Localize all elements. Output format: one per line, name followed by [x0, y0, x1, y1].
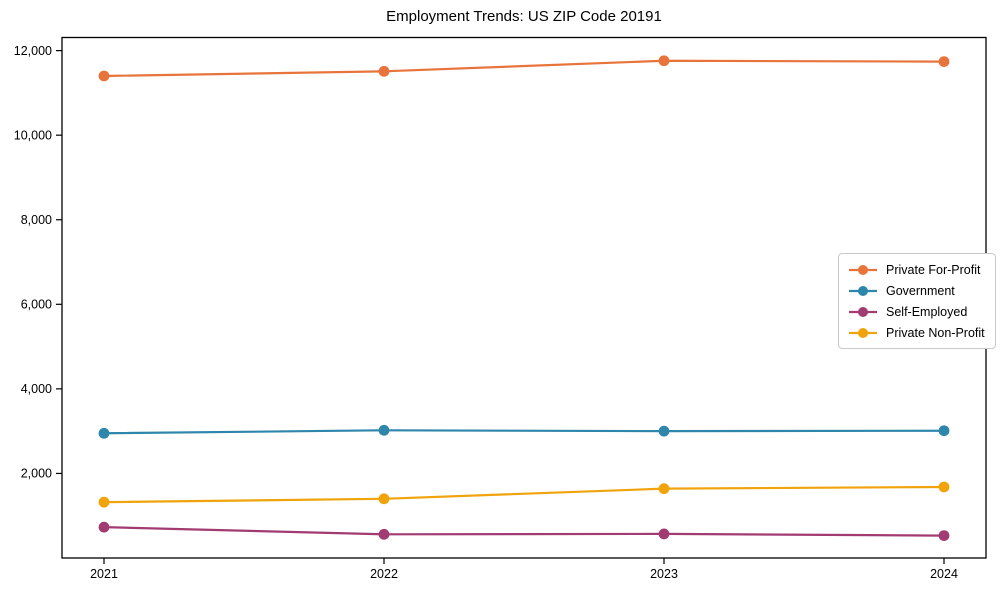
legend-item-private-non-profit: Private Non-Profit	[848, 324, 985, 341]
legend-item-label: Private Non-Profit	[886, 325, 985, 340]
y-axis-tick-label: 4,000	[21, 382, 52, 396]
legend-marker-private-for-profit	[849, 264, 877, 275]
legend-marker-self-employed	[849, 306, 877, 317]
data-point-government-2021	[98, 427, 110, 439]
legend-item-self-employed: Self-Employed	[848, 303, 985, 320]
data-point-private-for-profit-2024	[938, 56, 950, 68]
y-axis-tick-label: 2,000	[21, 467, 52, 481]
x-axis-tick-label: 2022	[370, 567, 398, 581]
data-point-self-employed-2024	[938, 530, 950, 541]
data-point-self-employed-2023	[658, 528, 670, 540]
data-point-private-for-profit-2022	[378, 65, 390, 77]
x-axis-tick-label: 2023	[650, 567, 678, 581]
y-axis-tick-label: 6,000	[21, 298, 52, 312]
y-axis-tick-label: 8,000	[21, 213, 52, 227]
legend-item-label: Government	[886, 283, 955, 298]
legend-item-private-for-profit: Private For-Profit	[848, 261, 985, 278]
series-line-self-employed	[102, 526, 946, 537]
legend: Private For-Profit Government Self-Employe…	[838, 253, 996, 349]
legend-item-label: Private For-Profit	[886, 262, 981, 277]
data-point-private-non-profit-2021	[98, 496, 110, 508]
data-point-private-non-profit-2023	[658, 483, 670, 495]
data-point-private-for-profit-2023	[658, 55, 670, 67]
legend-item-label: Self-Employed	[886, 304, 968, 319]
data-point-private-for-profit-2021	[98, 70, 110, 82]
data-point-self-employed-2022	[378, 528, 390, 540]
legend-marker-private-non-profit	[849, 327, 877, 338]
data-point-self-employed-2021	[98, 521, 110, 533]
y-axis-tick-label: 10,000	[14, 128, 52, 142]
series-line-private-for-profit	[102, 59, 946, 78]
data-point-government-2023	[658, 425, 670, 437]
data-point-private-non-profit-2022	[378, 493, 390, 505]
y-axis-tick-label: 12,000	[14, 44, 52, 58]
series-line-government	[102, 429, 946, 435]
series-line-private-non-profit	[102, 485, 946, 504]
data-point-government-2024	[938, 425, 950, 437]
legend-marker-government	[849, 285, 877, 296]
x-axis-tick-label: 2024	[930, 567, 958, 581]
x-axis-tick-label: 2021	[90, 567, 118, 581]
data-point-government-2022	[378, 424, 390, 436]
legend-item-government: Government	[848, 282, 985, 299]
data-point-private-non-profit-2024	[938, 481, 950, 493]
chart-title: Employment Trends: US ZIP Code 20191	[386, 8, 662, 25]
